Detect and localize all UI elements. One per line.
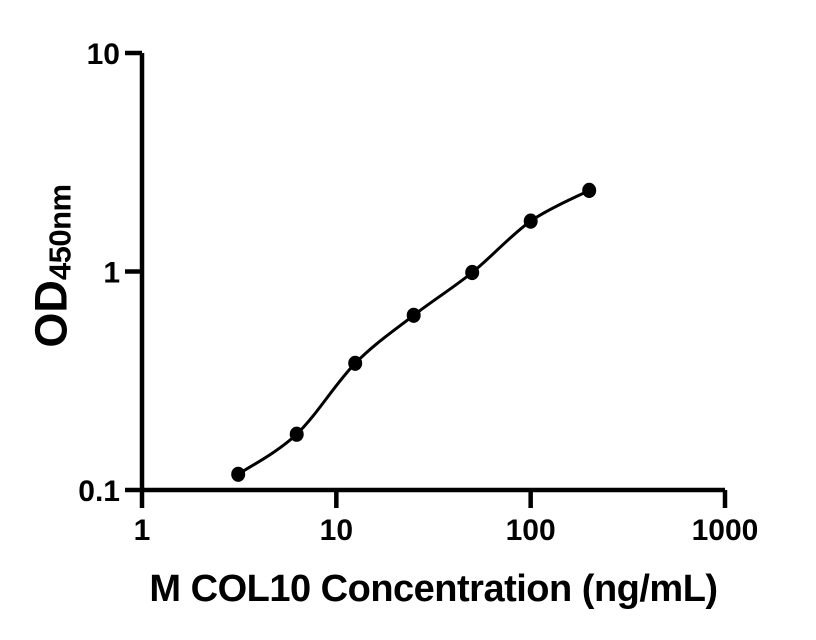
y-axis-title: OD450nm bbox=[26, 184, 79, 347]
x-axis-title: M COL10 Concentration (ng/mL) bbox=[149, 568, 718, 610]
y-axis-title-subscript: 450nm bbox=[42, 184, 78, 281]
x-tick-label: 1 bbox=[134, 514, 151, 547]
data-point-marker bbox=[582, 182, 597, 198]
data-point-marker bbox=[465, 264, 480, 281]
x-tick-label: 100 bbox=[506, 514, 556, 547]
data-point-marker bbox=[523, 213, 538, 229]
y-axis-title-main: OD bbox=[25, 280, 77, 348]
data-point-marker bbox=[406, 307, 421, 323]
y-tick-label: 0.1 bbox=[78, 475, 120, 508]
axis-frame bbox=[139, 53, 725, 493]
y-tick-label: 10 bbox=[87, 38, 120, 71]
data-point-marker bbox=[289, 426, 304, 442]
y-tick-label: 1 bbox=[103, 257, 120, 290]
data-point-marker bbox=[231, 466, 246, 482]
x-tick-label: 1000 bbox=[692, 514, 759, 547]
data-point-marker bbox=[348, 355, 363, 371]
x-tick-label: 10 bbox=[320, 514, 353, 547]
